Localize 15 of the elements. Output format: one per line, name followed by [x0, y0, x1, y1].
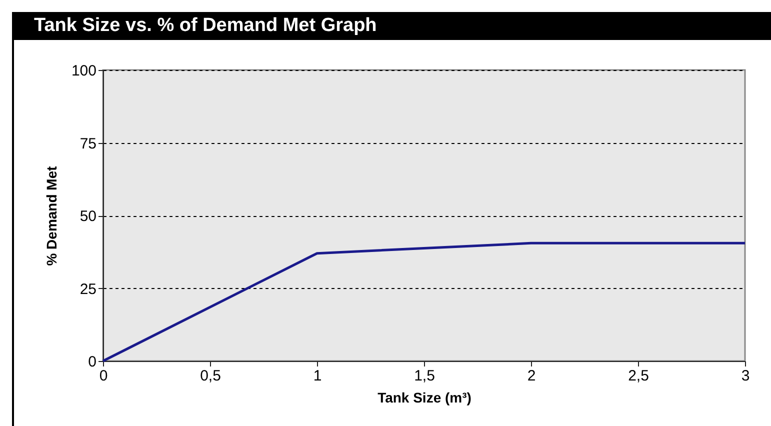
- x-tick-label: 0: [99, 368, 108, 384]
- chart-title: Tank Size vs. % of Demand Met Graph: [14, 12, 771, 40]
- y-tick-label: 25: [80, 280, 96, 298]
- y-tick-label: 0: [88, 354, 96, 370]
- x-tick-label: 0,5: [200, 368, 221, 384]
- y-tick-label: 100: [71, 62, 96, 80]
- y-tick-label: 50: [80, 208, 96, 225]
- x-tick-label: 2,5: [628, 368, 649, 384]
- x-tick-label: 2: [527, 368, 536, 384]
- x-tick-label: 1,5: [414, 368, 435, 384]
- x-axis-title: Tank Size (m³): [378, 390, 472, 406]
- x-tick-label: 3: [741, 368, 750, 384]
- x-tick-label: 1: [313, 368, 322, 384]
- y-axis-title: % Demand Met: [43, 166, 60, 266]
- y-tick-label: 75: [80, 135, 96, 152]
